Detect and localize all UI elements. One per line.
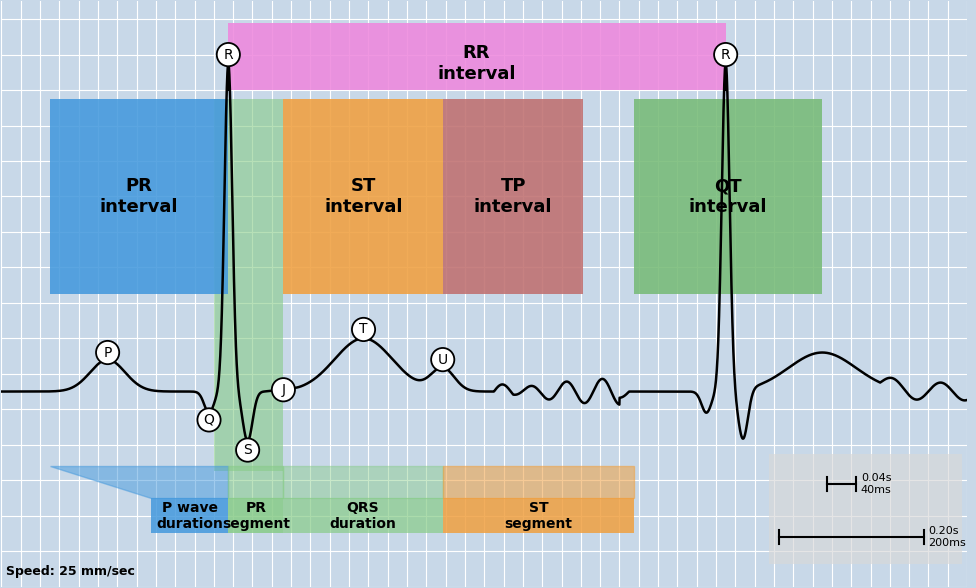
Ellipse shape — [236, 439, 260, 462]
Text: 0.04s
40ms: 0.04s 40ms — [861, 473, 892, 495]
Text: ST
segment: ST segment — [505, 500, 572, 531]
Bar — [769, 453, 962, 563]
Polygon shape — [443, 466, 634, 498]
Ellipse shape — [197, 408, 221, 432]
Polygon shape — [228, 466, 283, 498]
Ellipse shape — [714, 43, 737, 66]
Text: T: T — [359, 322, 368, 336]
Bar — [228, 23, 726, 90]
Text: P: P — [103, 346, 112, 359]
Bar — [634, 99, 822, 294]
Text: U: U — [437, 353, 448, 366]
Bar — [214, 99, 283, 472]
Text: S: S — [243, 443, 252, 457]
Bar — [151, 498, 228, 533]
Text: 0.20s
200ms: 0.20s 200ms — [928, 526, 966, 548]
Text: QRS
duration: QRS duration — [330, 500, 396, 531]
Bar — [50, 99, 228, 294]
Text: RR
interval: RR interval — [437, 44, 515, 83]
Polygon shape — [50, 466, 228, 498]
Text: J: J — [281, 383, 285, 397]
Text: ST
interval: ST interval — [324, 177, 403, 216]
Polygon shape — [283, 466, 443, 498]
Bar — [283, 99, 443, 294]
Text: R: R — [224, 48, 233, 62]
Ellipse shape — [96, 341, 119, 364]
Text: R: R — [721, 48, 730, 62]
Bar — [283, 498, 443, 533]
Text: Speed: 25 mm/sec: Speed: 25 mm/sec — [6, 564, 135, 578]
Text: Q: Q — [204, 413, 215, 427]
Bar — [228, 498, 283, 533]
Text: TP
interval: TP interval — [474, 177, 552, 216]
Ellipse shape — [271, 378, 295, 402]
Text: QT
interval: QT interval — [688, 177, 767, 216]
Ellipse shape — [352, 318, 375, 341]
Bar — [443, 498, 634, 533]
Text: PR
segment: PR segment — [222, 500, 290, 531]
Ellipse shape — [217, 43, 240, 66]
Text: PR
interval: PR interval — [100, 177, 178, 216]
Ellipse shape — [431, 348, 454, 371]
Bar — [443, 99, 583, 294]
Text: P wave
duration: P wave duration — [156, 500, 224, 531]
